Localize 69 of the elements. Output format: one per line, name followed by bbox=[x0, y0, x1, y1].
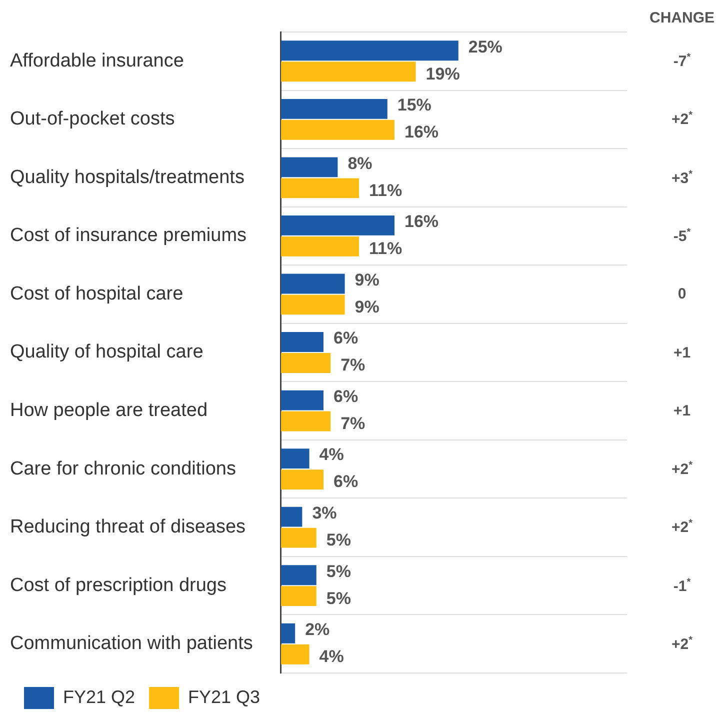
text: +2$^{*}$ bbox=[671, 634, 693, 653]
data-label: 15% bbox=[397, 96, 432, 115]
y-tick-label: Cost of prescription drugs bbox=[10, 574, 226, 596]
bar bbox=[280, 390, 324, 410]
bar bbox=[280, 586, 316, 606]
text: 0 bbox=[678, 286, 686, 303]
bar bbox=[280, 644, 310, 664]
y-tick-label: Out-of-pocket costs bbox=[10, 108, 175, 130]
text: +1 bbox=[673, 344, 691, 361]
legend-label: FY21 Q2 bbox=[63, 686, 136, 707]
bar bbox=[280, 40, 458, 61]
bar bbox=[280, 120, 394, 140]
data-label: 3% bbox=[312, 504, 337, 523]
text: +2$^{*}$ bbox=[671, 110, 693, 128]
data-label: 4% bbox=[319, 647, 344, 666]
data-label: 4% bbox=[319, 445, 344, 464]
data-label: 25% bbox=[468, 37, 502, 56]
data-label: 6% bbox=[333, 386, 358, 406]
legend-label: FY21 Q3 bbox=[188, 686, 260, 707]
y-tick-label: Affordable insurance bbox=[10, 50, 184, 72]
bar bbox=[280, 565, 316, 586]
text: CHANGE bbox=[649, 10, 715, 26]
data-label: 8% bbox=[348, 154, 372, 173]
bar bbox=[280, 178, 359, 198]
bar bbox=[280, 623, 296, 644]
y-tick-label: Quality of hospital care bbox=[10, 342, 204, 363]
bar bbox=[280, 411, 331, 432]
y-tick-label: Care for chronic conditions bbox=[10, 458, 236, 480]
y-tick-label: Cost of hospital care bbox=[10, 283, 184, 304]
text: +2$^{*}$ bbox=[671, 518, 693, 536]
y-tick-label: Reducing threat of diseases bbox=[10, 516, 246, 538]
bar bbox=[280, 528, 316, 548]
data-label: 6% bbox=[333, 472, 358, 492]
y-tick-label: Quality hospitals/treatments bbox=[10, 166, 244, 188]
data-label: 5% bbox=[326, 530, 351, 550]
data-label: 7% bbox=[340, 414, 366, 433]
data-label: 19% bbox=[426, 64, 460, 84]
bar bbox=[280, 353, 331, 373]
data-label: 16% bbox=[404, 122, 439, 142]
data-label: 9% bbox=[354, 270, 380, 290]
bar bbox=[280, 62, 416, 82]
bar bbox=[280, 157, 338, 178]
text: -5$^{*}$ bbox=[673, 226, 691, 245]
bar bbox=[280, 274, 345, 294]
y-tick-label: Communication with patients bbox=[10, 633, 253, 654]
data-label: 2% bbox=[305, 620, 330, 640]
bar bbox=[280, 506, 302, 527]
text: +1 bbox=[673, 402, 691, 420]
bar bbox=[280, 236, 359, 256]
bar bbox=[280, 216, 394, 236]
text: +2$^{*}$ bbox=[671, 460, 693, 478]
bar bbox=[280, 332, 324, 352]
data-label: 11% bbox=[368, 239, 402, 258]
data-label: 11% bbox=[368, 180, 402, 200]
text: -1$^{*}$ bbox=[673, 576, 691, 595]
data-label: 9% bbox=[354, 297, 380, 316]
bar bbox=[280, 448, 310, 469]
data-label: 5% bbox=[326, 588, 351, 608]
data-label: 5% bbox=[326, 562, 351, 581]
bar bbox=[280, 98, 388, 119]
y-tick-label: Cost of insurance premiums bbox=[10, 225, 247, 246]
bar bbox=[280, 294, 345, 315]
text: +3$^{*}$ bbox=[671, 168, 693, 187]
data-label: 16% bbox=[404, 212, 439, 232]
bar bbox=[280, 470, 324, 490]
data-label: 7% bbox=[340, 356, 366, 375]
text: -7$^{*}$ bbox=[673, 52, 691, 70]
y-tick-label: How people are treated bbox=[10, 400, 208, 422]
data-label: 6% bbox=[333, 328, 358, 348]
